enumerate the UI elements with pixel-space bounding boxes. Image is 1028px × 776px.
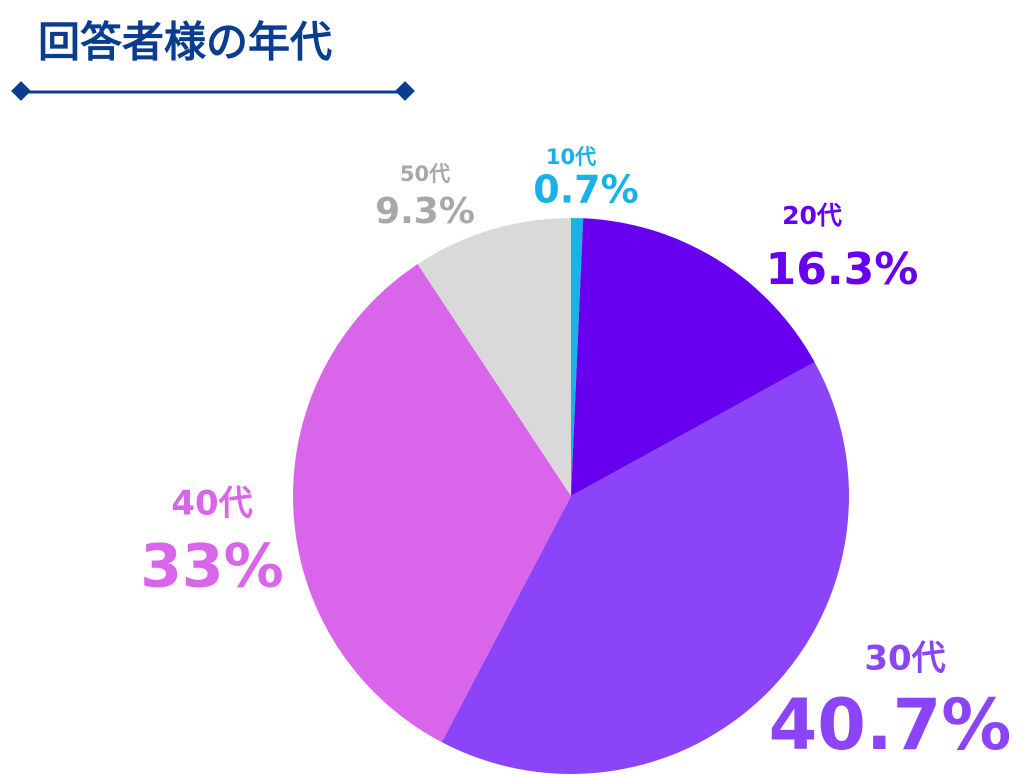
slice-value-label: 9.3% (375, 191, 475, 232)
slice-value-label: 40.7% (769, 684, 1012, 766)
title-underline (11, 81, 415, 101)
pie-slice (292, 264, 571, 743)
slice-category-label: 40代 (171, 484, 252, 524)
pie-slice (441, 362, 850, 775)
slice-value-label: 33% (140, 532, 284, 602)
pie-slice (571, 218, 584, 496)
pie-slice (571, 218, 815, 496)
slice-category-label: 30代 (864, 639, 945, 679)
slice-category-label: 10代 (546, 145, 596, 169)
slice-value-label: 16.3% (766, 244, 919, 295)
slice-value-label: 0.7% (533, 168, 638, 212)
slice-category-label: 50代 (400, 162, 450, 186)
chart-title: 回答者様の年代 (38, 18, 332, 67)
slice-category-label: 20代 (782, 201, 842, 230)
pie-slice (417, 218, 571, 496)
